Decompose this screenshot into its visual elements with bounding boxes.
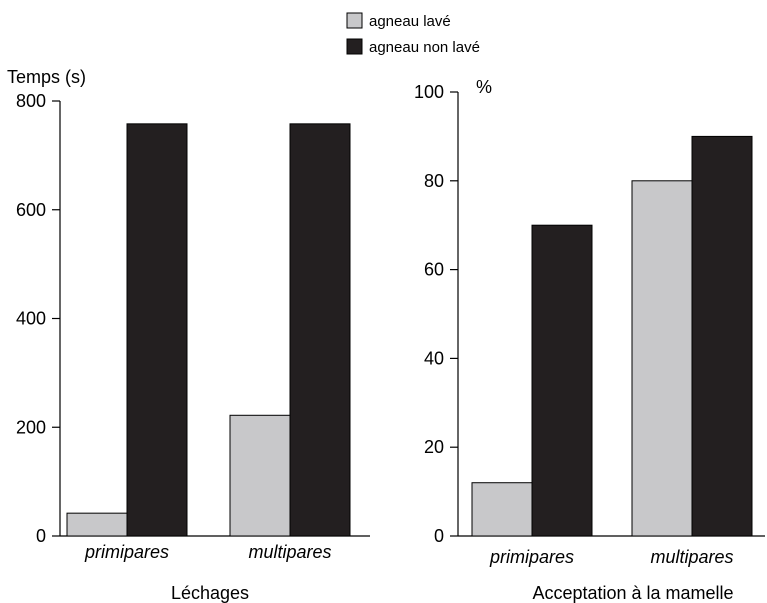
- y-ticks-left: 0 200 400 600 800: [16, 91, 60, 546]
- y-axis-title-right: %: [476, 77, 492, 97]
- bar-lechages-multipares-non-lave: [289, 123, 351, 537]
- y-tick-label-acceptation-60: 60: [424, 260, 444, 280]
- bars-left: [66, 123, 351, 537]
- bar-acceptation-primipares-lave: [471, 482, 533, 537]
- chart-lechages: Temps (s) 0 200 400 600 800 primipares multip…: [7, 67, 370, 603]
- x-category-label-lechages-multipares: multipares: [248, 542, 331, 562]
- chart-title-right: Acceptation à la mamelle: [532, 583, 733, 603]
- legend-label-lave: agneau lavé: [369, 13, 451, 30]
- y-tick-label-lechages-0: 0: [36, 526, 46, 546]
- x-categories-right: primipares multipares: [489, 547, 734, 567]
- legend-swatch-lave: [346, 12, 363, 29]
- y-tick-label-acceptation-100: 100: [414, 82, 444, 102]
- y-tick-label-acceptation-80: 80: [424, 171, 444, 191]
- legend-label-non-lave: agneau non lavé: [369, 39, 480, 56]
- y-tick-label-lechages-800: 800: [16, 91, 46, 111]
- bar-acceptation-multipares-non-lave: [691, 135, 753, 537]
- y-axis-title-left: Temps (s): [7, 67, 86, 87]
- chart-acceptation: % 0 20 40 60 80 100 primipares multipares Acce…: [414, 77, 765, 603]
- y-tick-label-lechages-200: 200: [16, 417, 46, 437]
- y-tick-label-acceptation-0: 0: [434, 526, 444, 546]
- bar-lechages-primipares-non-lave: [126, 123, 188, 537]
- x-category-label-lechages-primipares: primipares: [84, 542, 169, 562]
- bar-lechages-primipares-lave: [66, 512, 128, 537]
- y-tick-label-lechages-600: 600: [16, 200, 46, 220]
- y-tick-label-lechages-400: 400: [16, 309, 46, 329]
- x-category-label-acceptation-multipares: multipares: [650, 547, 733, 567]
- legend: agneau lavé agneau non lavé: [346, 12, 480, 56]
- x-categories-left: primipares multipares: [84, 542, 332, 562]
- y-ticks-right: 0 20 40 60 80 100: [414, 82, 458, 546]
- bar-acceptation-primipares-non-lave: [531, 224, 593, 537]
- x-category-label-acceptation-primipares: primipares: [489, 547, 574, 567]
- bar-acceptation-multipares-lave: [631, 180, 693, 537]
- legend-swatch-non-lave: [346, 38, 363, 55]
- bar-lechages-multipares-lave: [229, 414, 291, 537]
- bars-right: [471, 135, 753, 537]
- y-tick-label-acceptation-20: 20: [424, 437, 444, 457]
- y-tick-label-acceptation-40: 40: [424, 348, 444, 368]
- chart-title-left: Léchages: [171, 583, 249, 603]
